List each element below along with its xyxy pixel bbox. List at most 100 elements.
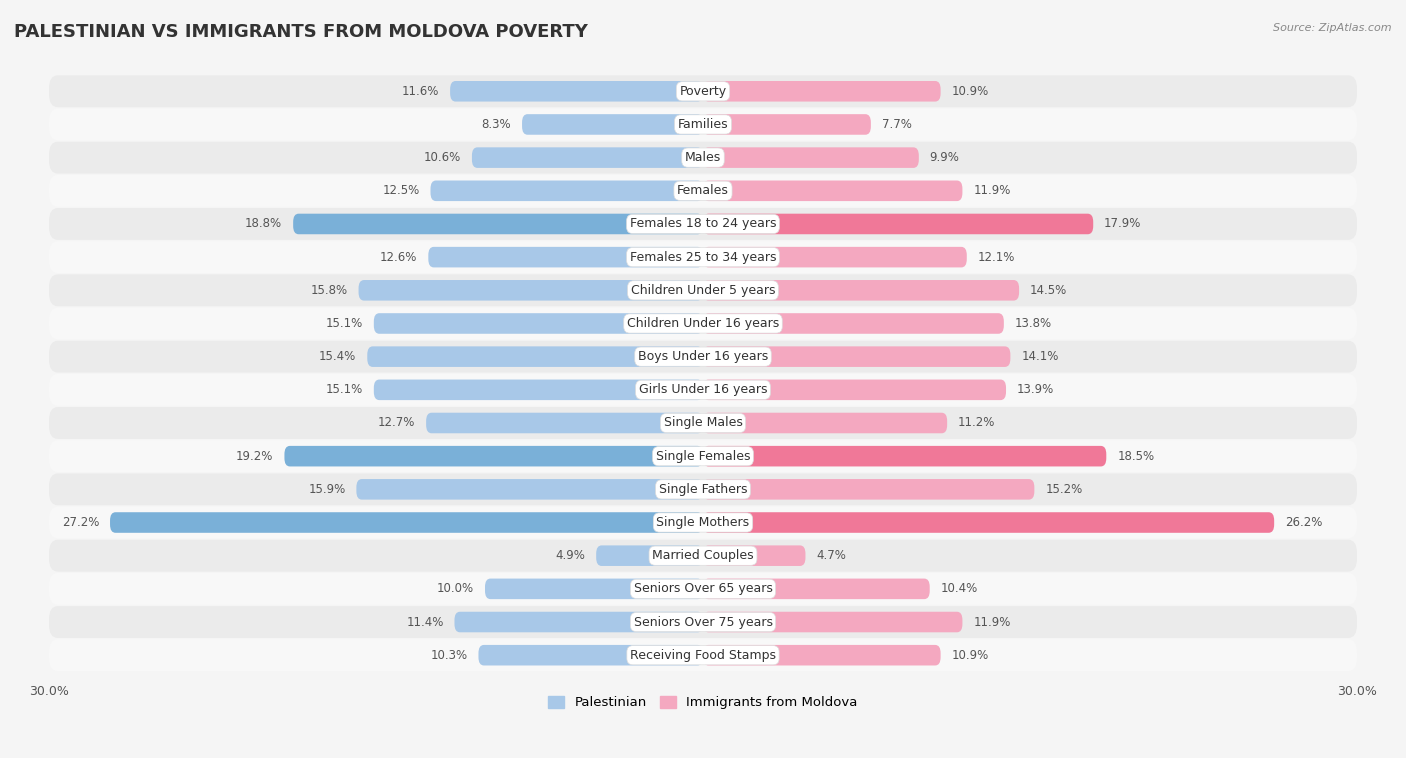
Text: 18.8%: 18.8% bbox=[245, 218, 283, 230]
FancyBboxPatch shape bbox=[703, 546, 806, 566]
Text: Single Fathers: Single Fathers bbox=[659, 483, 747, 496]
Text: 10.3%: 10.3% bbox=[430, 649, 468, 662]
FancyBboxPatch shape bbox=[49, 108, 1357, 140]
Text: 15.8%: 15.8% bbox=[311, 283, 347, 297]
Text: 15.1%: 15.1% bbox=[326, 317, 363, 330]
FancyBboxPatch shape bbox=[703, 147, 918, 168]
Text: Poverty: Poverty bbox=[679, 85, 727, 98]
Text: 4.7%: 4.7% bbox=[817, 550, 846, 562]
FancyBboxPatch shape bbox=[49, 639, 1357, 671]
Text: 12.7%: 12.7% bbox=[378, 416, 415, 430]
FancyBboxPatch shape bbox=[522, 114, 703, 135]
Text: Receiving Food Stamps: Receiving Food Stamps bbox=[630, 649, 776, 662]
Text: 26.2%: 26.2% bbox=[1285, 516, 1323, 529]
FancyBboxPatch shape bbox=[472, 147, 703, 168]
Text: 15.4%: 15.4% bbox=[319, 350, 356, 363]
Text: 11.6%: 11.6% bbox=[402, 85, 439, 98]
FancyBboxPatch shape bbox=[110, 512, 703, 533]
FancyBboxPatch shape bbox=[478, 645, 703, 666]
Text: Children Under 5 years: Children Under 5 years bbox=[631, 283, 775, 297]
FancyBboxPatch shape bbox=[49, 374, 1357, 406]
Text: 10.0%: 10.0% bbox=[437, 582, 474, 595]
FancyBboxPatch shape bbox=[703, 380, 1007, 400]
Text: 27.2%: 27.2% bbox=[62, 516, 100, 529]
FancyBboxPatch shape bbox=[49, 341, 1357, 373]
FancyBboxPatch shape bbox=[49, 506, 1357, 538]
Text: 11.2%: 11.2% bbox=[957, 416, 995, 430]
FancyBboxPatch shape bbox=[426, 412, 703, 434]
FancyBboxPatch shape bbox=[703, 412, 948, 434]
FancyBboxPatch shape bbox=[485, 578, 703, 599]
Text: Females: Females bbox=[678, 184, 728, 197]
Text: 7.7%: 7.7% bbox=[882, 118, 911, 131]
FancyBboxPatch shape bbox=[703, 346, 1011, 367]
Text: Single Males: Single Males bbox=[664, 416, 742, 430]
Text: 11.9%: 11.9% bbox=[973, 615, 1011, 628]
FancyBboxPatch shape bbox=[49, 75, 1357, 107]
FancyBboxPatch shape bbox=[374, 313, 703, 334]
FancyBboxPatch shape bbox=[367, 346, 703, 367]
Text: 10.6%: 10.6% bbox=[423, 151, 461, 164]
Text: 12.6%: 12.6% bbox=[380, 251, 418, 264]
Text: 18.5%: 18.5% bbox=[1118, 449, 1154, 462]
FancyBboxPatch shape bbox=[703, 479, 1035, 500]
Text: 19.2%: 19.2% bbox=[236, 449, 274, 462]
Text: 15.2%: 15.2% bbox=[1045, 483, 1083, 496]
Text: Families: Families bbox=[678, 118, 728, 131]
Text: PALESTINIAN VS IMMIGRANTS FROM MOLDOVA POVERTY: PALESTINIAN VS IMMIGRANTS FROM MOLDOVA P… bbox=[14, 23, 588, 41]
FancyBboxPatch shape bbox=[703, 645, 941, 666]
Text: 14.5%: 14.5% bbox=[1031, 283, 1067, 297]
Text: 9.9%: 9.9% bbox=[929, 151, 960, 164]
Text: Seniors Over 75 years: Seniors Over 75 years bbox=[634, 615, 772, 628]
FancyBboxPatch shape bbox=[294, 214, 703, 234]
FancyBboxPatch shape bbox=[49, 440, 1357, 472]
Text: Children Under 16 years: Children Under 16 years bbox=[627, 317, 779, 330]
FancyBboxPatch shape bbox=[454, 612, 703, 632]
Text: 13.9%: 13.9% bbox=[1017, 384, 1054, 396]
FancyBboxPatch shape bbox=[429, 247, 703, 268]
FancyBboxPatch shape bbox=[430, 180, 703, 201]
Text: 12.5%: 12.5% bbox=[382, 184, 419, 197]
FancyBboxPatch shape bbox=[703, 247, 967, 268]
Text: 15.9%: 15.9% bbox=[308, 483, 346, 496]
Text: Source: ZipAtlas.com: Source: ZipAtlas.com bbox=[1274, 23, 1392, 33]
FancyBboxPatch shape bbox=[703, 180, 963, 201]
Text: Single Mothers: Single Mothers bbox=[657, 516, 749, 529]
Legend: Palestinian, Immigrants from Moldova: Palestinian, Immigrants from Moldova bbox=[543, 691, 863, 715]
FancyBboxPatch shape bbox=[49, 175, 1357, 207]
FancyBboxPatch shape bbox=[359, 280, 703, 301]
FancyBboxPatch shape bbox=[49, 407, 1357, 439]
FancyBboxPatch shape bbox=[703, 512, 1274, 533]
Text: 11.4%: 11.4% bbox=[406, 615, 443, 628]
FancyBboxPatch shape bbox=[49, 474, 1357, 506]
FancyBboxPatch shape bbox=[49, 274, 1357, 306]
Text: 8.3%: 8.3% bbox=[481, 118, 512, 131]
FancyBboxPatch shape bbox=[49, 241, 1357, 273]
FancyBboxPatch shape bbox=[703, 578, 929, 599]
FancyBboxPatch shape bbox=[703, 313, 1004, 334]
Text: Females 25 to 34 years: Females 25 to 34 years bbox=[630, 251, 776, 264]
Text: 4.9%: 4.9% bbox=[555, 550, 585, 562]
FancyBboxPatch shape bbox=[703, 114, 870, 135]
FancyBboxPatch shape bbox=[49, 142, 1357, 174]
Text: Boys Under 16 years: Boys Under 16 years bbox=[638, 350, 768, 363]
Text: Girls Under 16 years: Girls Under 16 years bbox=[638, 384, 768, 396]
Text: 15.1%: 15.1% bbox=[326, 384, 363, 396]
Text: Single Females: Single Females bbox=[655, 449, 751, 462]
FancyBboxPatch shape bbox=[374, 380, 703, 400]
FancyBboxPatch shape bbox=[49, 573, 1357, 605]
Text: 10.9%: 10.9% bbox=[952, 85, 988, 98]
FancyBboxPatch shape bbox=[49, 308, 1357, 340]
Text: Males: Males bbox=[685, 151, 721, 164]
FancyBboxPatch shape bbox=[703, 214, 1094, 234]
Text: 11.9%: 11.9% bbox=[973, 184, 1011, 197]
FancyBboxPatch shape bbox=[703, 446, 1107, 466]
FancyBboxPatch shape bbox=[450, 81, 703, 102]
FancyBboxPatch shape bbox=[49, 606, 1357, 638]
FancyBboxPatch shape bbox=[596, 546, 703, 566]
Text: 17.9%: 17.9% bbox=[1104, 218, 1142, 230]
Text: 13.8%: 13.8% bbox=[1015, 317, 1052, 330]
FancyBboxPatch shape bbox=[284, 446, 703, 466]
Text: 10.4%: 10.4% bbox=[941, 582, 977, 595]
FancyBboxPatch shape bbox=[703, 81, 941, 102]
